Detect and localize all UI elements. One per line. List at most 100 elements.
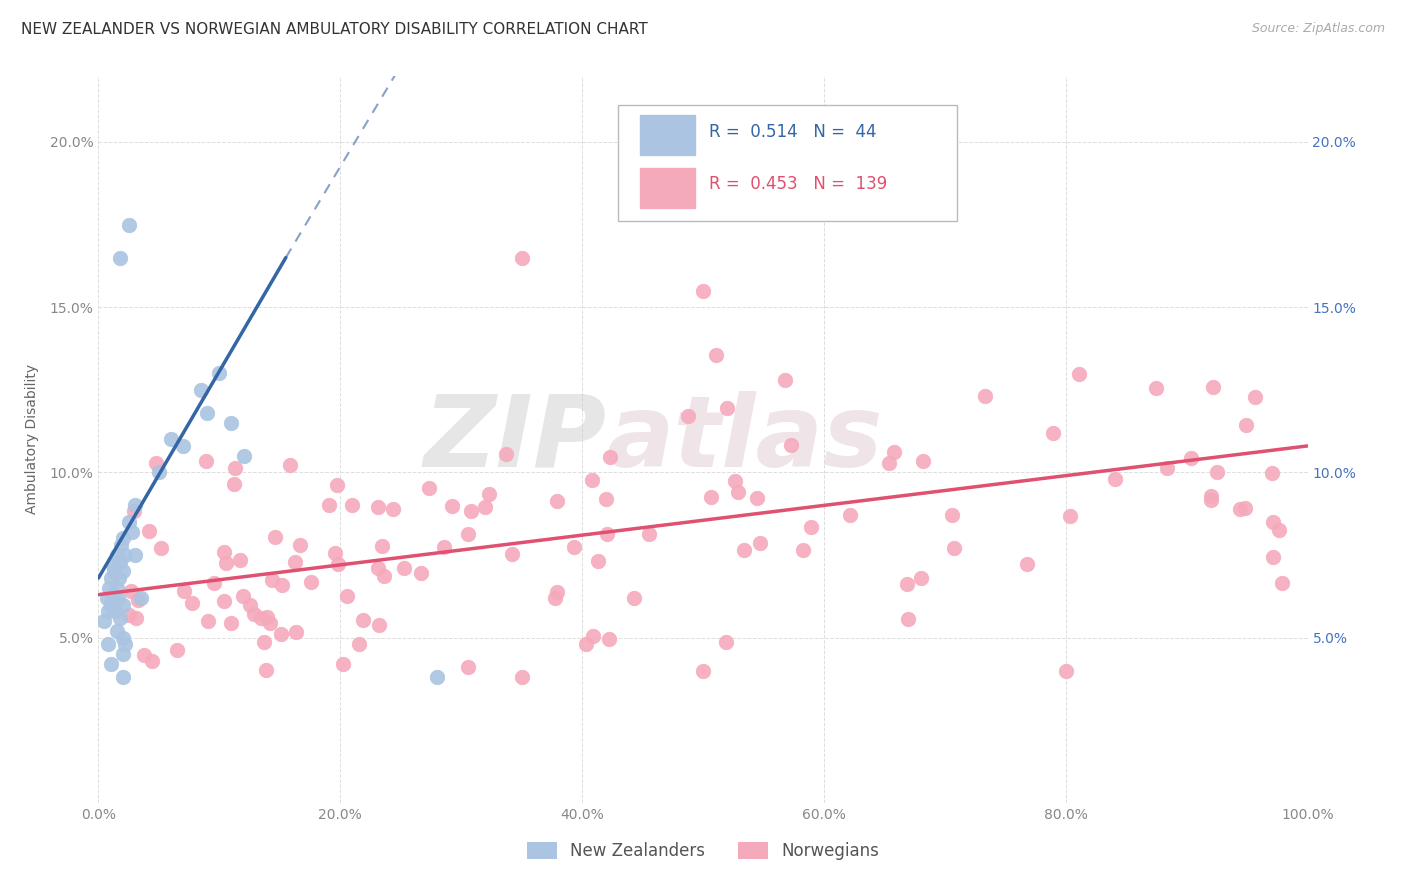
Point (114, 548, 136, 562)
Point (212, 593, 235, 607)
Point (118, 218, 141, 232)
Point (595, 492, 617, 507)
Point (474, 500, 496, 515)
Point (150, 541, 173, 556)
Point (943, 541, 966, 555)
Point (510, 670, 533, 684)
Text: R =  0.453   N =  139: R = 0.453 N = 139 (709, 176, 887, 194)
Point (596, 527, 619, 541)
Point (172, 439, 194, 453)
Point (110, 538, 132, 552)
Point (224, 477, 246, 491)
Point (326, 478, 349, 492)
Point (181, 596, 204, 610)
Point (478, 486, 501, 500)
Point (134, 648, 156, 662)
Point (118, 607, 141, 622)
Point (733, 543, 755, 558)
Point (838, 508, 860, 522)
Point (546, 494, 568, 508)
Point (129, 591, 152, 605)
Point (138, 524, 160, 539)
Point (910, 571, 932, 585)
Point (727, 484, 749, 499)
Bar (640, 168, 695, 208)
Point (299, 575, 322, 590)
Point (104, 604, 127, 618)
Point (1199, 492, 1222, 507)
Point (326, 557, 349, 571)
Point (121, 524, 143, 539)
Bar (640, 115, 695, 155)
Point (716, 401, 738, 416)
Text: NEW ZEALANDER VS NORWEGIAN AMBULATORY DISABILITY CORRELATION CHART: NEW ZEALANDER VS NORWEGIAN AMBULATORY DI… (21, 22, 648, 37)
Point (896, 576, 918, 591)
Point (118, 515, 141, 529)
Point (219, 616, 242, 631)
Point (98, 581, 121, 595)
Point (190, 383, 212, 397)
Point (239, 598, 262, 612)
Point (221, 416, 243, 430)
Point (1234, 417, 1257, 432)
Point (101, 558, 124, 572)
Point (253, 635, 276, 649)
Point (284, 624, 307, 639)
Point (232, 449, 254, 463)
Point (544, 591, 567, 606)
Point (501, 547, 523, 561)
Point (638, 526, 661, 541)
Point (256, 609, 278, 624)
Point (108, 555, 131, 569)
Point (166, 642, 188, 657)
Point (202, 576, 225, 591)
Point (208, 366, 231, 380)
Point (264, 530, 287, 544)
Point (510, 251, 533, 265)
Point (1042, 426, 1064, 441)
Point (96, 591, 118, 605)
Point (564, 540, 586, 554)
Point (160, 432, 183, 446)
Point (340, 498, 363, 512)
Point (381, 502, 404, 516)
Point (194, 454, 217, 468)
Point (124, 499, 146, 513)
Point (111, 565, 134, 579)
Point (692, 664, 714, 678)
Point (775, 373, 797, 387)
Point (120, 583, 142, 598)
Point (1144, 381, 1167, 395)
Point (173, 584, 195, 599)
Point (105, 548, 128, 562)
Point (912, 454, 935, 468)
Point (215, 556, 238, 570)
Point (457, 526, 479, 541)
Point (897, 612, 920, 626)
Point (122, 504, 145, 518)
Point (1104, 472, 1126, 486)
Point (371, 539, 394, 553)
Point (127, 592, 149, 607)
Point (1244, 390, 1267, 404)
Point (973, 388, 995, 402)
Point (367, 500, 389, 514)
Point (336, 589, 359, 603)
Point (290, 537, 312, 551)
Point (716, 634, 738, 648)
Point (148, 466, 170, 480)
Point (837, 135, 859, 149)
Point (271, 578, 294, 592)
Point (599, 450, 621, 465)
Point (103, 565, 125, 579)
Y-axis label: Ambulatory Disability: Ambulatory Disability (24, 364, 38, 515)
Point (1156, 460, 1178, 475)
Point (93, 614, 115, 628)
Point (367, 561, 389, 575)
Point (114, 637, 136, 651)
Point (392, 561, 415, 575)
Point (575, 637, 598, 651)
Point (546, 584, 568, 599)
Point (107, 591, 129, 605)
Point (323, 545, 346, 559)
